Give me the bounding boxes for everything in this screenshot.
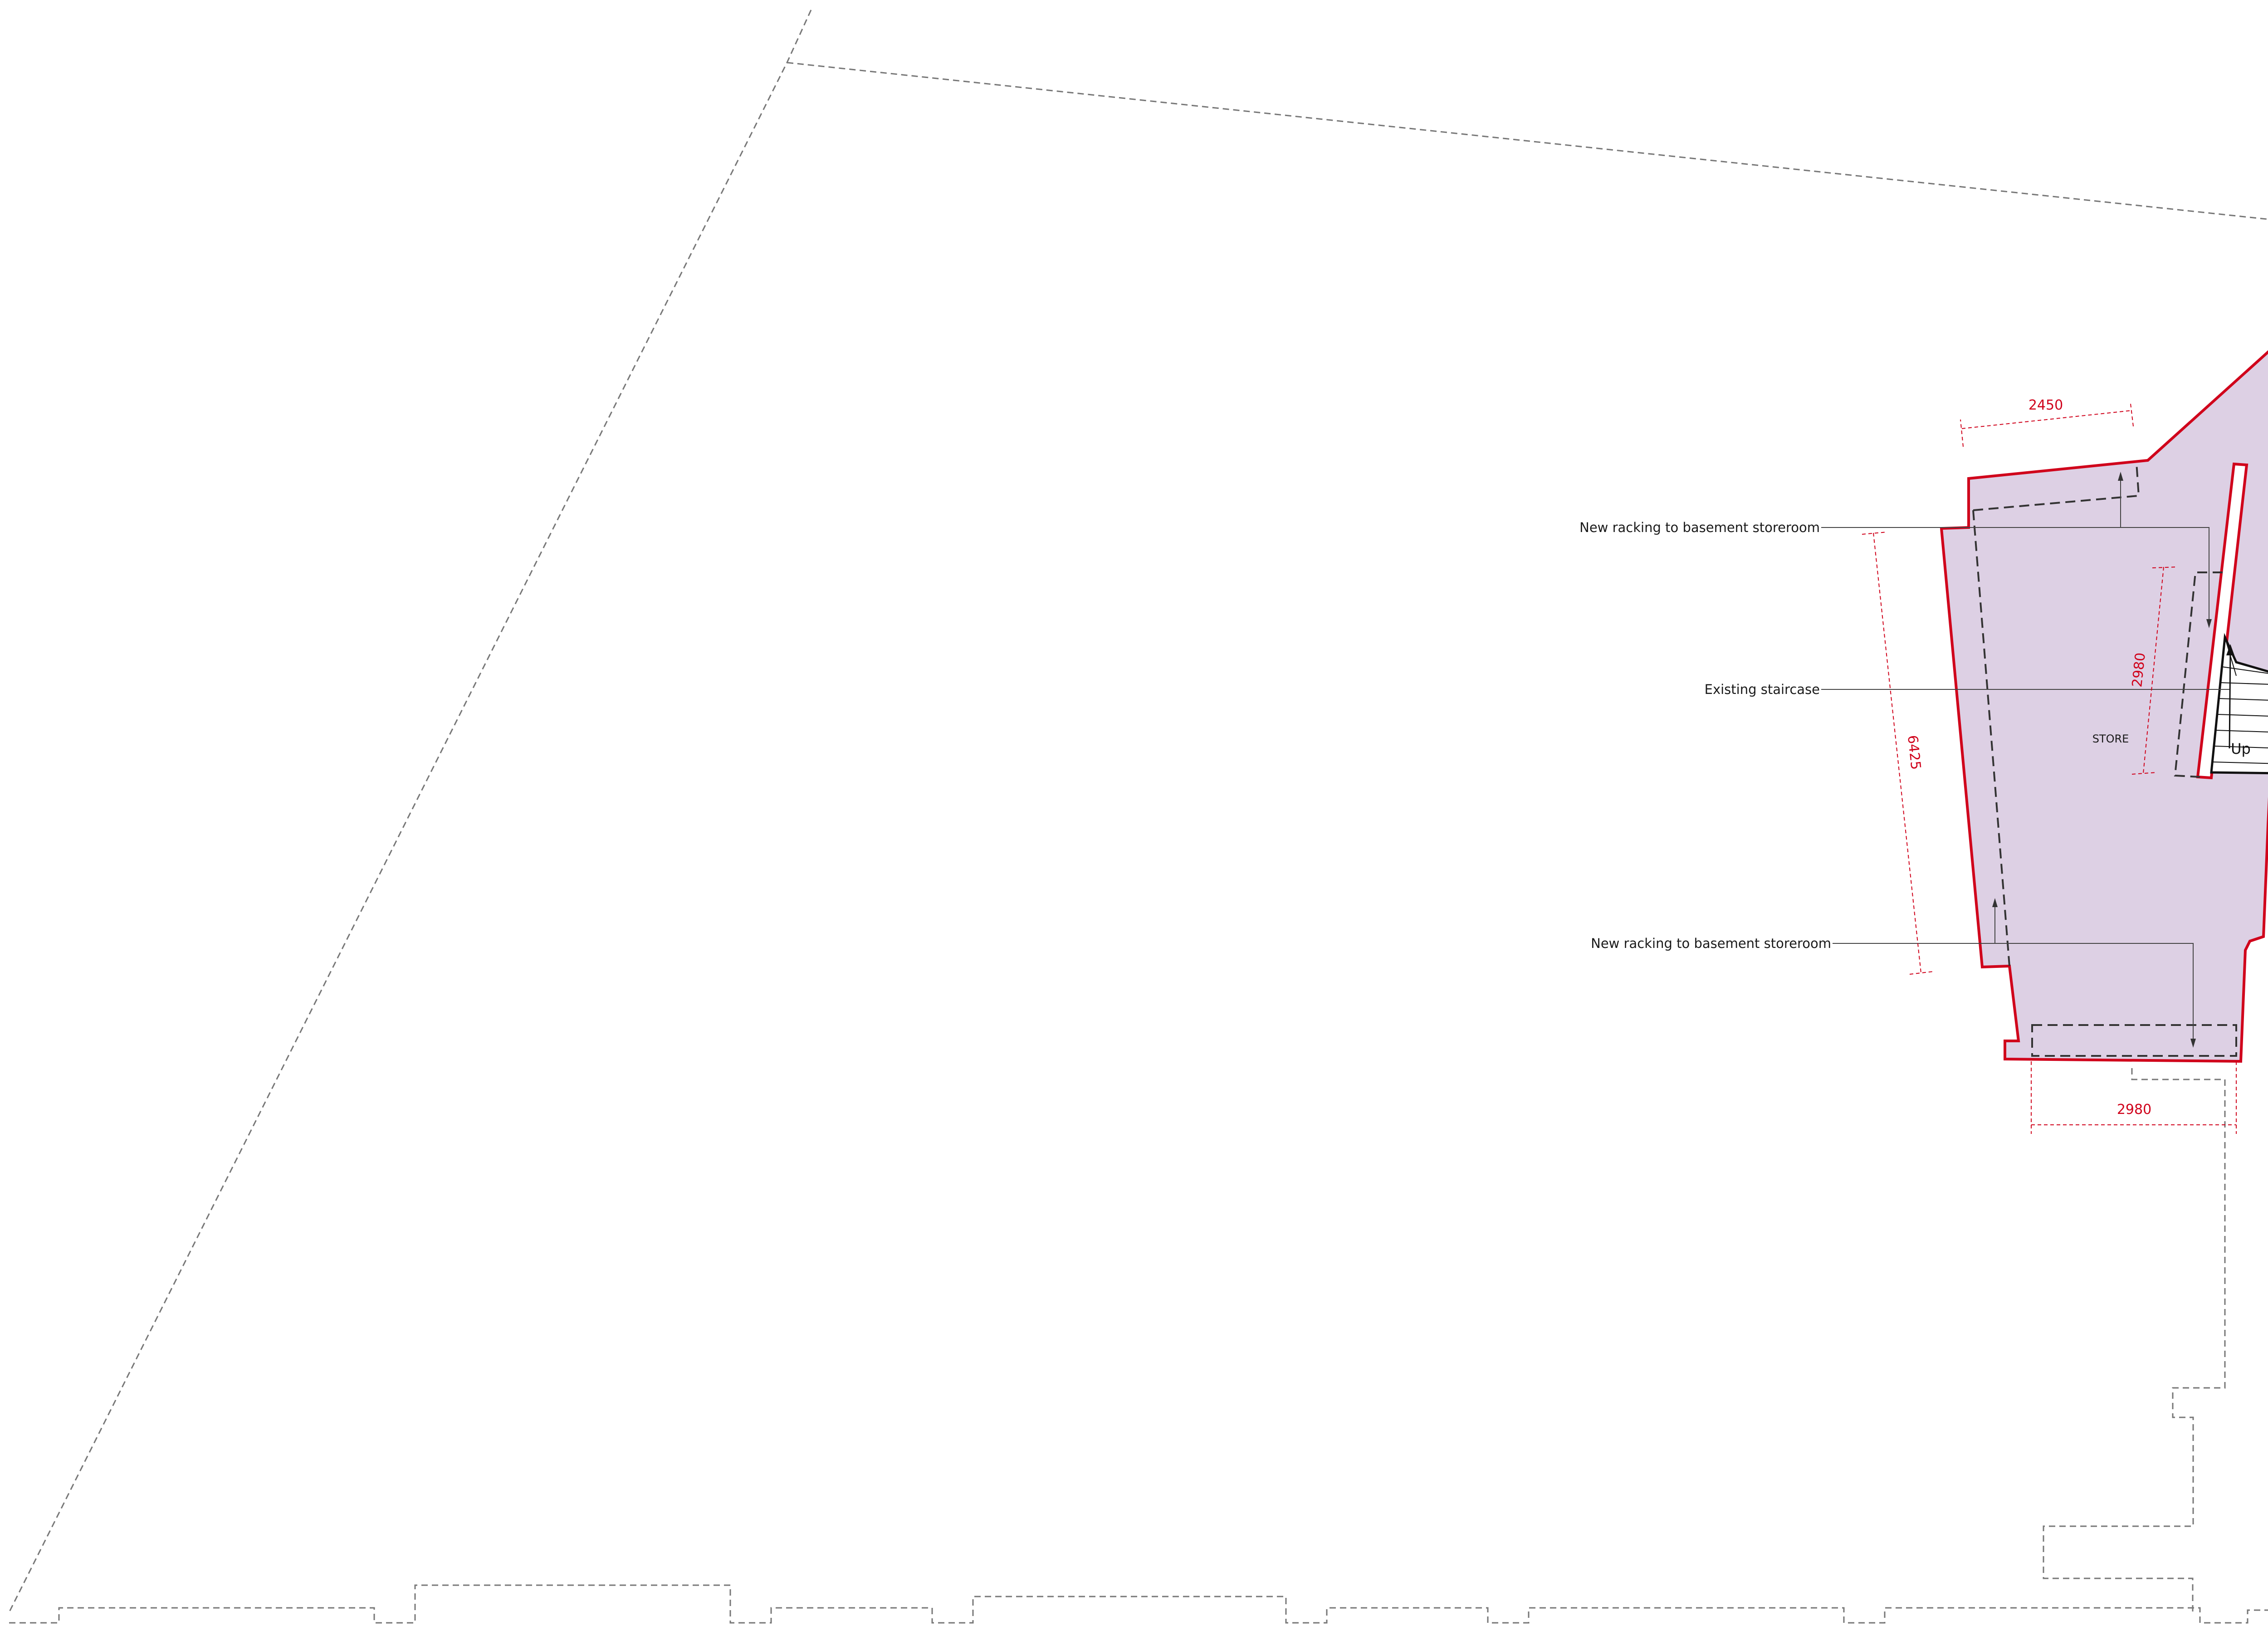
dim-top-width: 2450 xyxy=(2028,397,2063,413)
dim-line-left xyxy=(1873,532,1921,973)
site-boundary-bottom xyxy=(9,1584,2268,1624)
dim-line-top xyxy=(1961,410,2132,429)
dim-left-length: 6425 xyxy=(1904,734,1924,771)
store-room xyxy=(1940,350,2268,1063)
dimension-lines xyxy=(1862,403,2237,1134)
stair-arrowhead xyxy=(2226,644,2234,655)
stair-arrow xyxy=(2229,648,2231,749)
internal-wall xyxy=(2196,462,2248,780)
label-existing-staircase: Existing staircase xyxy=(1705,682,1820,697)
label-racking-upper: New racking to basement storeroom xyxy=(1579,520,1820,535)
site-boundary-diagonal xyxy=(8,10,812,1613)
leader-arrowheads xyxy=(1992,472,2212,1048)
site-boundary xyxy=(8,10,2268,1624)
dim-bottom-width: 2980 xyxy=(2117,1102,2151,1118)
leader-racking-upper xyxy=(1821,527,2209,624)
leader-racking-lower xyxy=(1833,943,2194,1043)
existing-staircase xyxy=(2210,633,2268,775)
racking-top xyxy=(1973,462,2140,511)
dim-stair-length: 2980 xyxy=(2129,652,2149,688)
label-racking-lower: New racking to basement storeroom xyxy=(1591,936,1831,951)
room-name-store: STORE xyxy=(2092,732,2129,745)
site-boundary-top xyxy=(787,62,2268,220)
racking-bottom xyxy=(2031,1024,2237,1057)
new-racking xyxy=(1972,462,2237,1057)
dim-line-stair xyxy=(2143,566,2164,774)
leader-lines xyxy=(1821,476,2229,1043)
neighbour-boundary-east xyxy=(2043,1068,2226,1615)
racking-stair-side xyxy=(2174,571,2223,778)
stair-up-label: Up xyxy=(2231,740,2251,757)
